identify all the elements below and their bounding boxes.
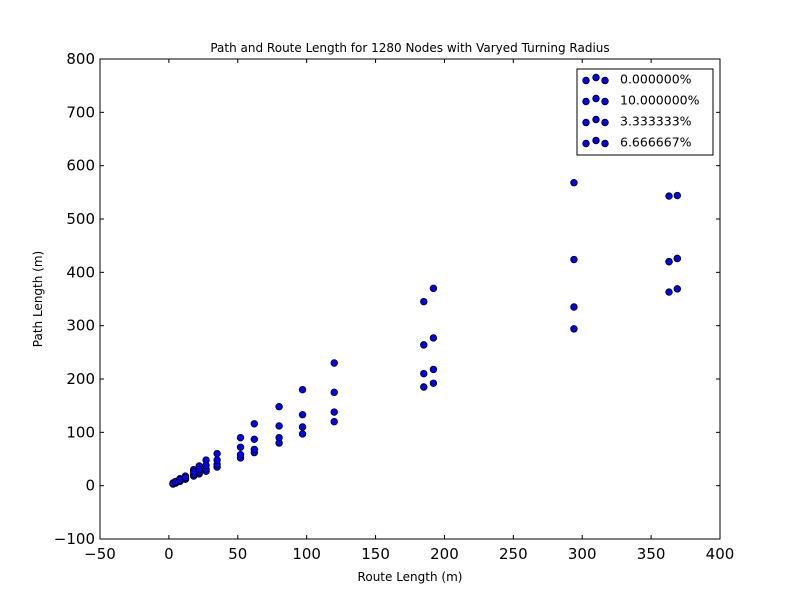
- y-tick-label: 300: [66, 317, 95, 335]
- data-point-series-0: [298, 430, 307, 438]
- data-point-series-3: [298, 411, 307, 419]
- legend-marker: [601, 76, 609, 85]
- data-point-series-2: [429, 365, 438, 374]
- x-tick-label: 50: [228, 545, 247, 563]
- data-point-series-2: [330, 408, 338, 416]
- data-point-series-3: [202, 461, 210, 470]
- x-tick-label: 400: [706, 545, 735, 563]
- y-tick-label: −100: [54, 530, 95, 548]
- data-point-series-3: [213, 456, 221, 464]
- legend-label: 0.000000%: [620, 72, 692, 87]
- axis-ticks: [99, 58, 721, 540]
- legend-marker: [601, 139, 609, 148]
- data-point-series-3: [570, 255, 578, 264]
- data-point-series-0: [330, 417, 338, 426]
- legend-marker: [582, 139, 590, 148]
- data-point-series-1: [420, 297, 428, 306]
- data-point-series-3: [236, 443, 245, 451]
- y-tick-label: 600: [66, 157, 95, 175]
- data-point-series-1: [330, 359, 338, 367]
- legend-marker: [582, 76, 590, 85]
- legend-marker: [582, 118, 590, 127]
- y-tick-label: 500: [66, 210, 95, 228]
- x-tick-label: 250: [499, 545, 528, 563]
- y-tick-label: 200: [66, 370, 95, 388]
- data-point-series-1: [275, 403, 283, 411]
- data-point-series-2: [236, 451, 245, 459]
- y-tick-label: 700: [66, 103, 95, 121]
- data-point-series-3: [275, 422, 283, 430]
- data-point-series-1: [213, 449, 221, 458]
- y-tick-label: 800: [66, 50, 95, 68]
- data-point-series-3: [420, 341, 428, 349]
- legend-label: 6.666667%: [620, 135, 692, 150]
- x-axis-label: Route Length (m): [358, 570, 463, 584]
- legend-marker: [601, 118, 609, 127]
- data-point-series-3: [429, 334, 438, 342]
- data-point-series-3: [673, 254, 681, 263]
- x-tick-label: −50: [84, 545, 116, 563]
- data-point-series-1: [298, 385, 307, 394]
- data-point-series-3: [665, 257, 673, 266]
- data-point-series-3: [181, 473, 190, 482]
- x-tick-label: 350: [637, 545, 666, 563]
- y-tick-labels: −100 0 100 200 300 400 500 600 700 800: [54, 50, 95, 548]
- chart-title: Path and Route Length for 1280 Nodes wit…: [210, 41, 609, 55]
- data-point-series-0: [429, 379, 438, 387]
- legend: 0.000000% 10.000000% 3.333333% 6.666667%: [576, 68, 714, 156]
- data-points: [169, 179, 681, 488]
- x-tick-label: 100: [292, 545, 321, 563]
- legend-label: 10.000000%: [620, 93, 700, 108]
- x-tick-label: 0: [164, 545, 174, 563]
- data-point-series-1: [673, 191, 681, 200]
- y-tick-label: 400: [66, 263, 95, 281]
- data-point-series-2: [250, 445, 259, 454]
- data-point-series-0: [665, 288, 673, 296]
- y-axis-label: Path Length (m): [31, 251, 45, 347]
- y-tick-label: 0: [85, 477, 95, 495]
- legend-label: 3.333333%: [620, 114, 692, 129]
- legend-marker: [601, 97, 609, 106]
- data-point-series-2: [275, 433, 283, 442]
- legend-marker: [592, 115, 600, 124]
- legend-marker: [592, 73, 600, 82]
- x-tick-label: 300: [568, 545, 597, 563]
- data-point-series-3: [250, 435, 259, 443]
- data-point-series-0: [673, 285, 681, 293]
- x-tick-label: 200: [430, 545, 459, 563]
- data-point-series-1: [250, 420, 259, 428]
- data-point-series-3: [195, 465, 203, 474]
- data-point-series-1: [429, 284, 438, 293]
- data-point-series-2: [570, 303, 578, 311]
- x-tick-label: 150: [361, 545, 390, 563]
- data-point-series-3: [330, 388, 338, 397]
- x-tick-labels: −50 0 50 100 150 200 250 300 350 400: [84, 545, 734, 563]
- y-tick-label: 100: [66, 423, 95, 441]
- data-point-series-1: [570, 179, 578, 187]
- data-point-series-0: [570, 325, 578, 333]
- data-point-series-2: [298, 423, 307, 431]
- legend-marker: [592, 136, 600, 145]
- data-point-series-1: [236, 433, 245, 442]
- data-point-series-0: [420, 383, 428, 391]
- data-point-series-2: [420, 369, 428, 378]
- legend-marker: [582, 97, 590, 106]
- data-point-series-1: [665, 192, 673, 200]
- legend-marker: [592, 94, 600, 103]
